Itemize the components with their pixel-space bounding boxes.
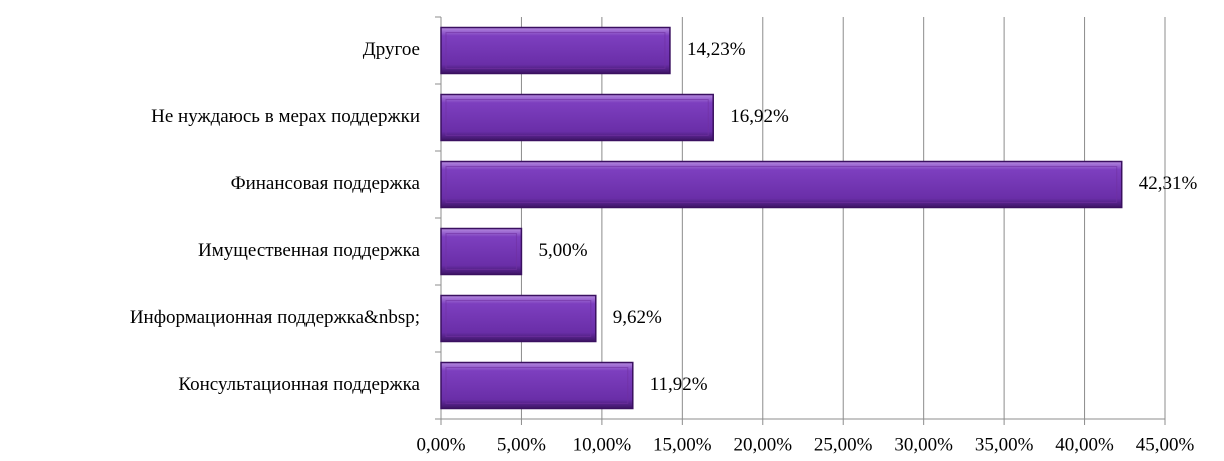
bar <box>440 93 714 142</box>
bar-bevel <box>445 367 629 404</box>
x-tick-label: 20,00% <box>733 434 792 455</box>
x-tick-label: 30,00% <box>894 434 953 455</box>
data-label: 14,23% <box>687 39 746 60</box>
x-tick-label: 5,00% <box>497 434 546 455</box>
bar-bevel <box>445 32 666 69</box>
bar <box>440 361 634 410</box>
x-tick-label: 0,00% <box>416 434 465 455</box>
x-tick-label: 15,00% <box>653 434 712 455</box>
y-tick-label: Консультационная поддержка <box>178 374 420 395</box>
x-tick-label: 40,00% <box>1055 434 1114 455</box>
bar-bevel <box>445 300 592 337</box>
bar <box>440 294 597 343</box>
data-label: 42,31% <box>1139 173 1198 194</box>
bar <box>440 160 1123 209</box>
bar-bevel <box>445 233 517 270</box>
bar-bevel <box>445 166 1118 203</box>
bar-bevel <box>445 99 709 136</box>
bar <box>440 227 523 276</box>
y-tick-label: Финансовая поддержка <box>231 173 421 194</box>
y-tick-label: Другое <box>363 39 420 60</box>
y-tick-label: Не нуждаюсь в мерах поддержки <box>151 106 420 127</box>
data-label: 11,92% <box>650 374 708 395</box>
x-tick-label: 35,00% <box>975 434 1034 455</box>
bar <box>440 26 671 75</box>
y-tick-label: Информационная поддержка&nbsp; <box>130 307 420 328</box>
data-label: 16,92% <box>730 106 789 127</box>
y-tick-label: Имущественная поддержка <box>198 240 421 261</box>
x-tick-label: 10,00% <box>573 434 632 455</box>
data-label: 9,62% <box>613 307 662 328</box>
x-tick-label: 25,00% <box>814 434 873 455</box>
x-tick-label: 45,00% <box>1136 434 1195 455</box>
data-label: 5,00% <box>538 240 587 261</box>
